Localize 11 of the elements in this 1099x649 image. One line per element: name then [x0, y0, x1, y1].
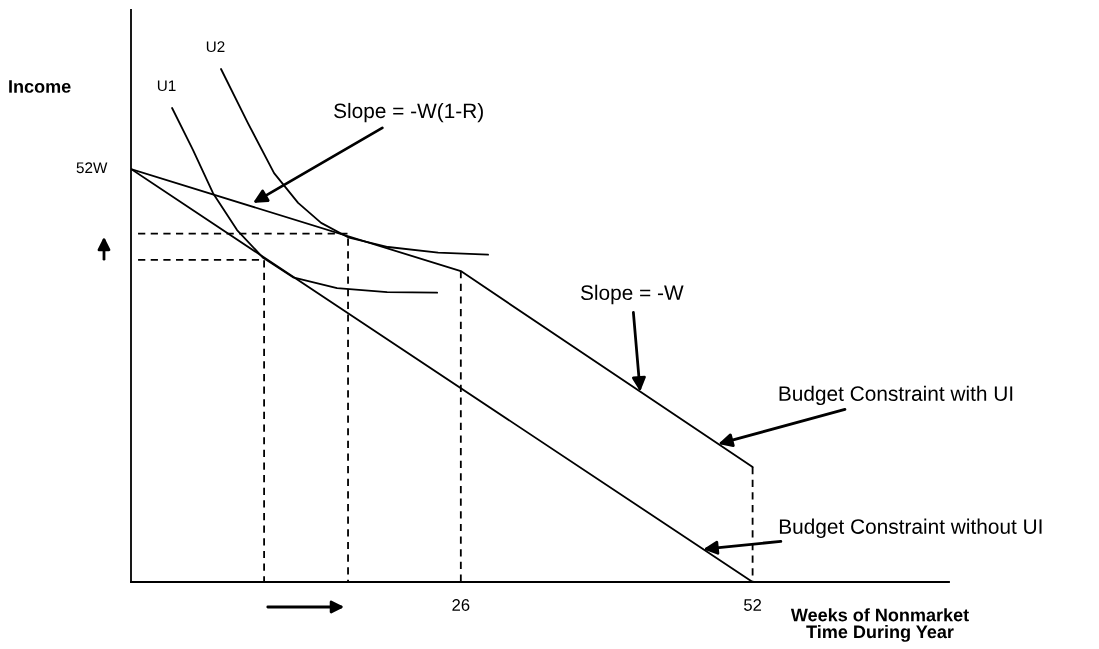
- annotation: Slope = -W: [580, 284, 684, 305]
- annotation: Budget Constraint with UI: [779, 385, 1013, 406]
- annotation: 52W: [76, 162, 108, 174]
- x-tick-label: 26: [452, 599, 470, 611]
- x-tick-label: 52: [744, 599, 762, 611]
- series-label: U2: [206, 41, 225, 53]
- annotation: Slope = -W(1-R): [334, 102, 483, 123]
- annotation: Budget Constraint without UI: [779, 518, 1042, 539]
- y-axis-title: Income: [9, 80, 71, 93]
- x-axis-title: Weeks of Nonmarket Time During Year: [790, 608, 969, 642]
- series-label: U1: [157, 80, 176, 92]
